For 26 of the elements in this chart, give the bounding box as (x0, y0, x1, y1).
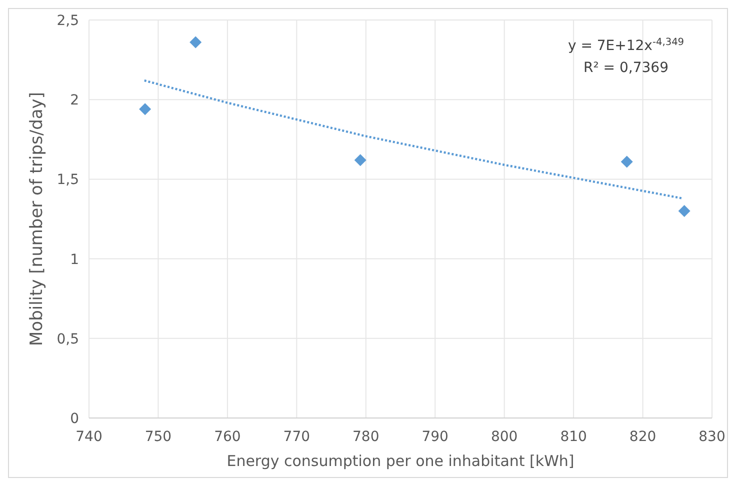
x-tick-label: 790 (422, 429, 448, 445)
x-tick-label: 760 (214, 429, 241, 445)
y-tick-label: 1,5 (56, 172, 79, 188)
annotation: R² = 0,7369 (584, 60, 668, 76)
line-series (143, 79, 684, 200)
point (190, 36, 202, 48)
point (678, 205, 690, 218)
x-axis-title: Energy consumption per one inhabitant [kWh] (226, 452, 574, 470)
point (354, 154, 366, 166)
x-tick-label: 780 (352, 429, 380, 445)
y-tick-label: 0,5 (56, 331, 79, 348)
x-tick-label: 770 (283, 429, 310, 445)
x-tick-label: 800 (490, 429, 518, 445)
y-axis-title: Mobility [number of trips/day] (27, 92, 47, 346)
x-tick-label: 740 (76, 429, 102, 445)
point (620, 156, 633, 168)
x-tick-label: 820 (629, 429, 656, 445)
y-tick-label: 1 (70, 252, 79, 268)
y-tick-label: 2 (70, 92, 79, 109)
y-tick-label: 0 (70, 411, 79, 427)
annotation: y = 7E+12x$^{-4,349}$ (568, 36, 684, 54)
x-tick-label: 810 (560, 429, 587, 445)
y-tick-label: 2,5 (56, 13, 79, 29)
x-tick-label: 750 (144, 429, 172, 445)
point (139, 103, 152, 116)
x-tick-label: 830 (698, 429, 726, 445)
